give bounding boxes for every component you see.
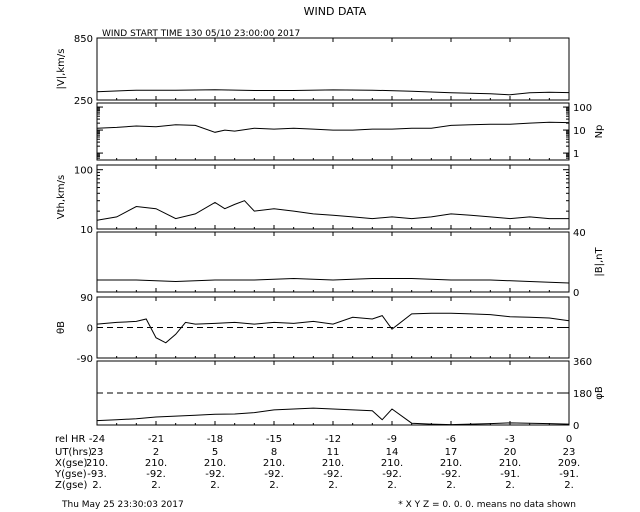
table-row: UT(hrs)23 2 5 8 11 14 17 20 23 <box>55 447 575 458</box>
y-axis-label: Vth,km/s <box>56 175 67 219</box>
x-tick-label: -18 <box>207 434 223 445</box>
table-cell: -93. <box>87 469 107 480</box>
table-cell: 2 <box>153 447 159 458</box>
series-line-thb <box>96 312 570 344</box>
x-tick-label: -12 <box>325 434 341 445</box>
x-axis-label: rel HR <box>55 434 86 445</box>
table-cell: 210. <box>86 458 108 469</box>
y-tick-label: 10 <box>80 225 93 236</box>
orbit-table: UT(hrs)23 2 5 8 11 14 17 20 23X(gse)210. 210. 210.… <box>54 447 580 491</box>
y-axis-label: |B|,nT <box>594 247 605 277</box>
y-tick-label: 850 <box>74 34 93 45</box>
panel-b: 40 0 |B|,nT <box>96 228 605 299</box>
panel-frame <box>96 102 570 161</box>
table-cell: -92. <box>323 469 343 480</box>
table-cell: 11 <box>327 447 340 458</box>
table-cell: 14 <box>386 447 399 458</box>
table-cell: -92. <box>146 469 166 480</box>
bottom-axis: rel HR -24 -21 -18 -15 -12 -9 -6 -3 0 <box>55 434 572 445</box>
x-tick-label: -24 <box>89 434 105 445</box>
series-line-np <box>96 121 570 133</box>
y-tick-label: 100 <box>74 166 93 177</box>
series-line-phb <box>96 407 570 426</box>
table-cell: 210. <box>145 458 167 469</box>
table-cell: -92. <box>264 469 284 480</box>
table-cell: 2. <box>210 480 220 491</box>
panel-phb: 360 180 0 φB <box>96 357 605 432</box>
x-tick-label: -15 <box>266 434 282 445</box>
y-tick-label: -90 <box>77 354 93 365</box>
table-cell: 209. <box>558 458 580 469</box>
y-tick-label: 10 <box>573 126 586 137</box>
table-cell: 2. <box>505 480 515 491</box>
table-cell: 210. <box>499 458 521 469</box>
table-cell: 2. <box>564 480 574 491</box>
table-cell: -91. <box>500 469 520 480</box>
panel-frame <box>96 231 570 293</box>
table-cell: 2. <box>269 480 279 491</box>
chart-subtitle: WIND START TIME 130 05/10 23:00:00 2017 <box>102 29 300 39</box>
table-cell: -92. <box>441 469 461 480</box>
x-tick-label: 0 <box>566 434 572 445</box>
panel-np: 100 10 1 Np <box>96 102 605 161</box>
table-cell: 2. <box>446 480 456 491</box>
footer-timestamp: Thu May 25 23:30:03 2017 <box>61 500 184 510</box>
table-cell: 2. <box>92 480 102 491</box>
y-tick-label: 250 <box>74 96 93 107</box>
table-row: Z(gse) 2. 2. 2. 2. 2. 2. 2. 2. 2. <box>55 480 574 491</box>
panels: 850250|V|,km/s100101Np10010Vth,km/s400|B… <box>56 34 605 432</box>
y-tick-label: 360 <box>573 357 592 368</box>
chart-title: WIND DATA <box>304 5 367 18</box>
table-row-label: Z(gse) <box>55 480 87 491</box>
table-cell: 2. <box>151 480 161 491</box>
table-cell: 210. <box>263 458 285 469</box>
y-tick-label: 180 <box>573 389 592 400</box>
y-tick-label: 0 <box>573 421 579 432</box>
x-tick-label: -9 <box>387 434 397 445</box>
panel-vth: 100 10 Vth,km/s <box>56 164 570 236</box>
table-cell: 210. <box>381 458 403 469</box>
table-row: Y(gse) -93. -92. -92. -92. -92. -92. -92. -91. -9… <box>54 469 579 480</box>
series-line-b <box>97 277 570 284</box>
table-cell: 8 <box>271 447 277 458</box>
y-axis-label: |V|,km/s <box>56 49 67 90</box>
y-tick-label: 90 <box>80 293 93 304</box>
y-tick-label: 100 <box>573 103 592 114</box>
footer-note: * X Y Z = 0. 0. 0. means no data shown <box>398 500 576 510</box>
table-cell: 23 <box>91 447 104 458</box>
series-line-v <box>96 89 570 96</box>
y-tick-label: 0 <box>87 324 93 335</box>
table-cell: 20 <box>504 447 517 458</box>
table-row: X(gse)210. 210. 210. 210. 210. 210. 210. 210. 20… <box>55 458 580 469</box>
y-axis-label: Np <box>594 125 605 139</box>
table-cell: -92. <box>205 469 225 480</box>
table-row-label: X(gse) <box>55 458 87 469</box>
table-cell: 210. <box>204 458 226 469</box>
table-cell: 5 <box>212 447 218 458</box>
x-tick-label: -6 <box>446 434 456 445</box>
table-cell: 210. <box>440 458 462 469</box>
y-tick-label: 1 <box>573 149 579 160</box>
table-cell: 210. <box>322 458 344 469</box>
x-tick-label: -3 <box>505 434 515 445</box>
x-tick-label: -21 <box>148 434 164 445</box>
y-tick-label: 0 <box>573 288 579 299</box>
panel-v: 850 250 |V|,km/s <box>56 34 570 107</box>
y-axis-label: φB <box>594 386 605 400</box>
table-cell: -91. <box>559 469 579 480</box>
series-line-vth <box>96 200 569 221</box>
table-row-label: UT(hrs) <box>55 447 92 458</box>
table-cell: -92. <box>382 469 402 480</box>
table-cell: 2. <box>387 480 397 491</box>
y-tick-label: 40 <box>573 228 586 239</box>
table-row-label: Y(gse) <box>54 469 87 480</box>
panel-frame <box>96 164 570 230</box>
y-axis-label: θB <box>56 321 67 334</box>
table-cell: 23 <box>563 447 576 458</box>
panel-thb: 90 0 -90 θB <box>56 293 570 365</box>
table-cell: 2. <box>328 480 338 491</box>
table-cell: 17 <box>445 447 458 458</box>
